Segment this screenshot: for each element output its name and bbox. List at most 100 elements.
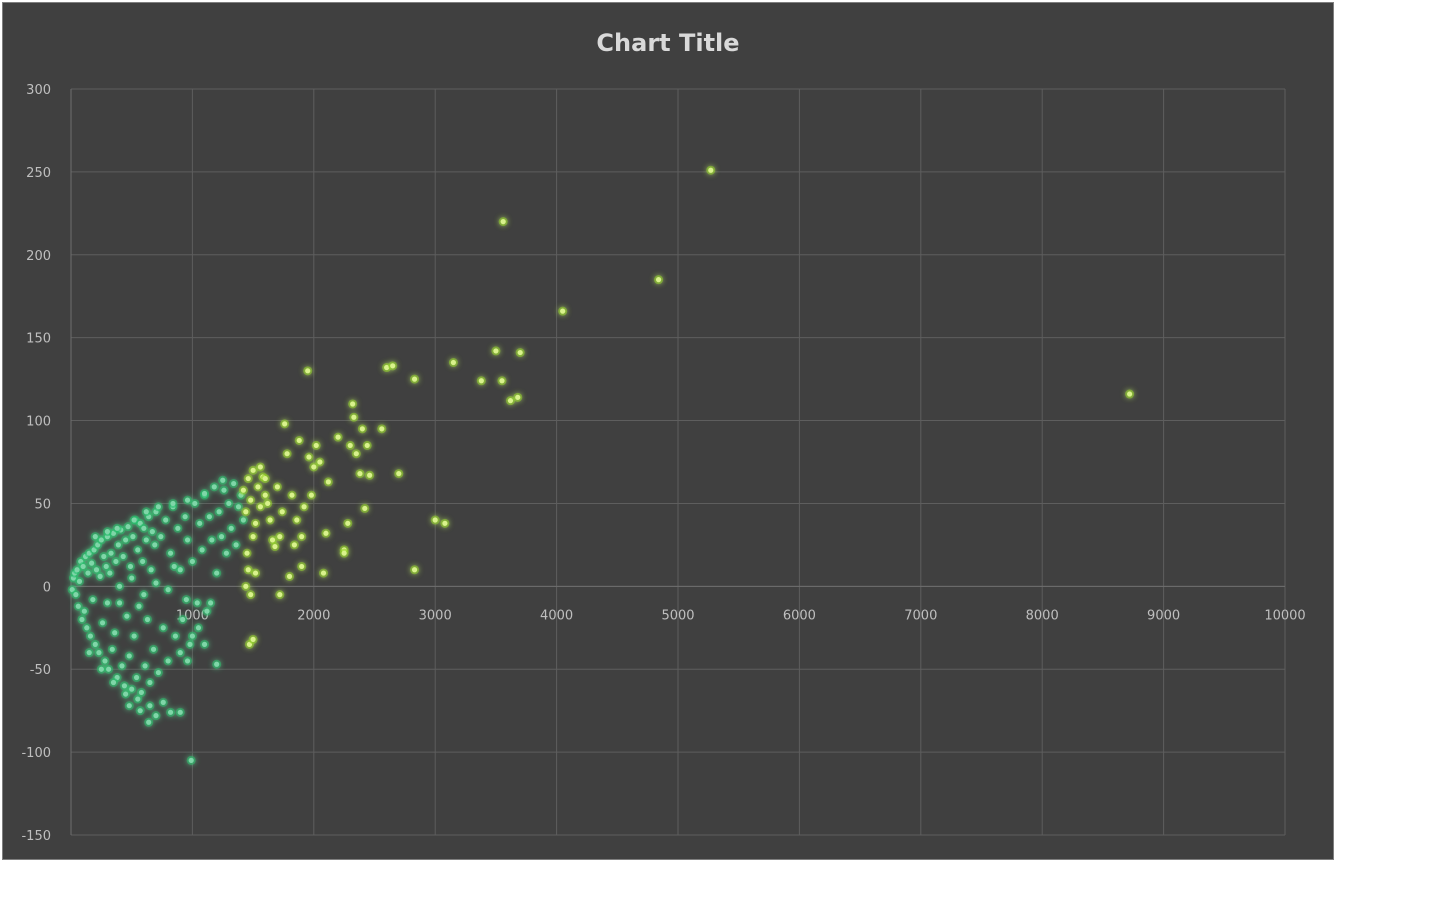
data-point: [147, 703, 153, 709]
data-point: [345, 520, 351, 526]
data-point: [103, 563, 109, 570]
data-point: [155, 504, 162, 510]
data-point: [126, 703, 132, 709]
data-point: [262, 492, 268, 498]
data-point: [250, 467, 256, 473]
x-tick-label: 3000: [419, 608, 452, 623]
data-point: [204, 608, 210, 614]
data-point: [119, 663, 125, 669]
data-point: [250, 636, 256, 642]
data-point: [517, 349, 523, 356]
data-point: [478, 378, 484, 384]
data-point: [84, 625, 90, 631]
data-point: [148, 567, 154, 573]
data-point: [170, 500, 176, 507]
data-point: [323, 530, 329, 536]
data-point: [76, 578, 83, 584]
data-point: [248, 592, 254, 598]
data-point: [99, 620, 106, 626]
data-point: [114, 525, 120, 531]
data-point: [313, 442, 319, 449]
data-point: [177, 709, 183, 715]
data-point: [442, 520, 448, 526]
data-point: [265, 500, 271, 507]
data-point: [75, 603, 81, 609]
data-point: [144, 616, 151, 623]
data-point: [350, 401, 356, 407]
data-point: [411, 376, 418, 382]
chart-area: Chart Title 300 250 200 150 100 50 0 -50 -100 -15…: [2, 2, 1334, 860]
data-point: [301, 504, 307, 510]
data-point: [73, 592, 79, 598]
data-point: [89, 560, 95, 566]
data-point: [500, 219, 506, 225]
data-point: [499, 378, 505, 384]
data-point: [277, 592, 283, 598]
data-point: [214, 661, 220, 667]
data-point: [282, 421, 288, 427]
data-point: [97, 573, 103, 579]
data-point: [308, 492, 314, 498]
data-point: [359, 426, 365, 432]
data-point: [147, 679, 153, 686]
data-point: [142, 663, 148, 669]
y-tick-label: -100: [21, 746, 51, 761]
data-point: [81, 608, 87, 614]
data-point: [165, 658, 171, 664]
data-point: [108, 550, 114, 556]
data-point: [195, 625, 202, 631]
data-point: [106, 666, 112, 672]
data-point: [311, 464, 317, 470]
data-point: [201, 641, 208, 647]
data-point: [255, 484, 261, 490]
data-point: [515, 394, 521, 400]
data-point: [384, 364, 390, 371]
x-tick-label: 9000: [1147, 608, 1180, 623]
data-point: [221, 487, 227, 493]
data-point: [187, 641, 193, 647]
data-point: [184, 658, 191, 664]
data-point: [248, 497, 254, 503]
data-point: [262, 475, 268, 482]
data-point: [189, 633, 195, 639]
data-point: [98, 537, 104, 543]
data-point: [299, 534, 305, 540]
data-point: [197, 520, 203, 526]
data-point: [163, 517, 169, 523]
data-point: [155, 669, 162, 676]
data-point: [284, 451, 290, 457]
data-point: [141, 592, 147, 598]
data-point: [432, 517, 438, 523]
data-point: [124, 613, 130, 619]
data-point: [126, 653, 132, 659]
data-point: [92, 641, 98, 647]
series-0: [67, 475, 248, 765]
data-point: [74, 567, 80, 573]
data-point: [138, 689, 145, 696]
data-point: [146, 719, 152, 725]
data-point: [184, 537, 191, 543]
data-point: [102, 658, 108, 664]
data-point: [115, 542, 121, 548]
data-point: [109, 646, 115, 652]
data-point: [220, 477, 226, 483]
data-point: [267, 517, 273, 523]
data-point: [92, 534, 98, 540]
data-point: [269, 537, 276, 543]
data-point: [274, 484, 280, 490]
data-point: [131, 633, 137, 639]
data-point: [362, 505, 368, 512]
data-point: [192, 500, 198, 507]
data-point: [135, 696, 141, 702]
data-point: [228, 525, 234, 531]
data-point: [250, 534, 256, 540]
gridlines: [71, 88, 1286, 836]
data-point: [507, 398, 514, 404]
data-point: [184, 497, 191, 503]
data-point: [325, 479, 331, 485]
data-point: [233, 542, 239, 548]
data-point: [136, 603, 142, 609]
data-point: [130, 534, 136, 540]
data-point: [160, 699, 166, 705]
